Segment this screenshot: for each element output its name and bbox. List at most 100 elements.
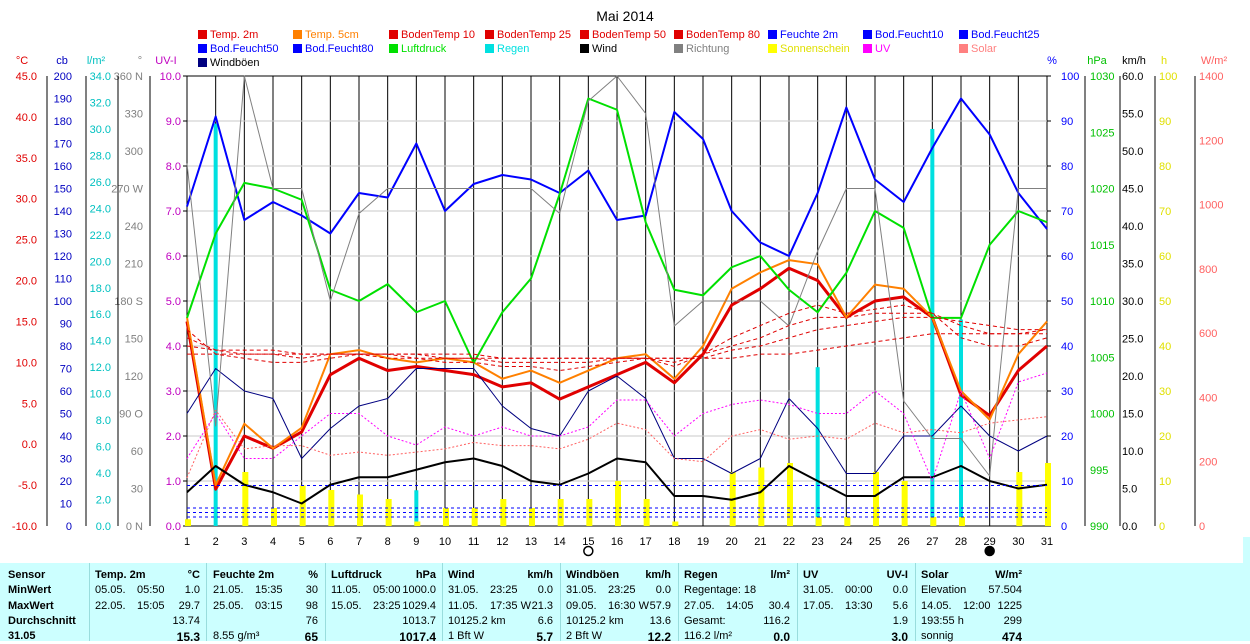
stats-col-wind: Wind km/h 31.05. 23:25 0.0 11.05. 17:35 W 21.3 1… (448, 563, 553, 644)
axis-tick-uv: 3.0 (166, 386, 181, 398)
stats-cell: 10125.2 km (566, 615, 624, 627)
day-label: 13 (525, 536, 537, 548)
day-label: 25 (869, 536, 881, 548)
legend-item: BodenTemp 50 (592, 29, 666, 41)
axis-tick-wind: 60.0 (1122, 71, 1143, 83)
axis-tick-rain: 34.0 (90, 71, 111, 83)
axis-tick-dir: 240 (125, 221, 143, 233)
axis-tick-rain: 14.0 (90, 336, 111, 348)
axis-tick-dir: 210 (125, 259, 143, 271)
axis-tick-temp: -5.0 (18, 480, 37, 492)
axis-tick-rain: 26.0 (90, 177, 111, 189)
rain-bar (959, 319, 963, 526)
weather-chart: Mai 2014 Temp. 2m Temp. 5cm BodenTemp 10 Bod… (12, 8, 1227, 557)
axis-tick-cb: 80 (60, 341, 72, 353)
stats-cell: 1000.0 (402, 584, 436, 596)
stats-cell: 1029.4 (402, 600, 436, 612)
stats-cell: 16:30 W (608, 600, 649, 612)
legend-item: BodenTemp 25 (497, 29, 571, 41)
axis-tick-cb: 50 (60, 409, 72, 421)
axis-tick-rain: 20.0 (90, 256, 111, 268)
legend-item: UV (875, 43, 891, 55)
stats-cell: 65 (304, 630, 318, 644)
series-line-bodentemp-80 (187, 333, 1047, 359)
axis-tick-solar: 1400 (1199, 71, 1223, 83)
series-line-solar (186, 409, 1048, 478)
stats-cell: 10125.2 km (448, 615, 506, 627)
axis-tick-sun: 80 (1159, 161, 1171, 173)
stats-cell: 13.74 (172, 615, 200, 627)
axis-tick-cb: 70 (60, 364, 72, 376)
axis-tick-dir: 360 N (114, 71, 143, 83)
axis-tick-sun: 20 (1159, 431, 1171, 443)
day-label: 24 (840, 536, 852, 548)
stats-cell: 25.05. (213, 600, 244, 612)
stats-cell: 13:30 (845, 600, 873, 612)
axis-tick-solar: 1200 (1199, 135, 1223, 147)
stats-cell: 13.6 (649, 615, 671, 627)
legend-swatch (198, 44, 207, 53)
axis-tick-press: 1010 (1090, 296, 1114, 308)
stats-cell: 1.9 (892, 615, 908, 627)
axis-tick-sun: 60 (1159, 251, 1171, 263)
stats-col-rain: Regen l/m² Regentage: 18 27.05. 14:05 30.4 Ges… (684, 563, 790, 644)
axis-unit-temp: °C (16, 55, 28, 67)
legend-item: Luftdruck (401, 43, 447, 55)
axis-tick-sun: 40 (1159, 341, 1171, 353)
axis-tick-cb: 20 (60, 476, 72, 488)
stats-cell: 6.6 (537, 615, 553, 627)
axis-tick-hum: 90 (1061, 116, 1073, 128)
rain-bar (815, 367, 820, 526)
axis-tick-temp: 20.0 (16, 276, 37, 288)
day-label: 3 (241, 536, 247, 548)
axis-tick-rain: 24.0 (90, 203, 111, 215)
stats-header: Wind (448, 569, 475, 581)
axis-tick-dir: 0 N (126, 521, 143, 533)
axis-tick-cb: 0 (66, 521, 72, 533)
stats-cell: Elevation (921, 584, 967, 596)
axis-tick-hum: 50 (1061, 296, 1073, 308)
legend-swatch (198, 30, 207, 39)
axis-tick-uv: 0.0 (166, 521, 181, 533)
day-label: 21 (754, 536, 766, 548)
stats-col-solar: Solar W/m² Elevation 57.504 14.05. 12:00 1225 1… (921, 563, 1022, 644)
stats-row-label: MinWert (8, 584, 52, 596)
stats-cell: 57.9 (649, 600, 671, 612)
axis-tick-wind: 35.0 (1122, 259, 1143, 271)
axis-unit-hum: % (1047, 55, 1057, 67)
axis-tick-press: 990 (1090, 521, 1108, 533)
chart-title: Mai 2014 (596, 8, 654, 24)
axis-tick-sun: 0 (1159, 521, 1165, 533)
stats-cell: 05.05. (95, 584, 126, 596)
stats-header: UV (803, 569, 819, 581)
stats-header: Temp. 2m (95, 569, 146, 581)
axis-tick-rain: 0.0 (96, 521, 111, 533)
sunshine-bar (1045, 463, 1051, 526)
legend-swatch (863, 44, 872, 53)
day-label: 14 (554, 536, 566, 548)
stats-divider (797, 563, 798, 641)
axis-tick-cb: 170 (54, 139, 72, 151)
axis-tick-rain: 10.0 (90, 389, 111, 401)
stats-cell: 299 (1003, 615, 1022, 627)
legend-item: Bod.Feucht25 (971, 29, 1040, 41)
sunshine-bar (500, 499, 507, 526)
sunshine-bar (357, 494, 363, 526)
axis-tick-cb: 130 (54, 229, 72, 241)
stats-cell: 57.504 (988, 584, 1022, 596)
day-label: 29 (984, 536, 996, 548)
stats-header: Luftdruck (331, 569, 382, 581)
legend-swatch (389, 30, 398, 39)
stats-cell: 00:00 (845, 584, 873, 596)
axis-tick-dir: 180 S (114, 296, 143, 308)
axis-unit-cb: cb (56, 55, 68, 67)
legend-swatch (674, 30, 683, 39)
axis-tick-press: 1030 (1090, 71, 1114, 83)
axis-tick-temp: 25.0 (16, 235, 37, 247)
axis-tick-solar: 800 (1199, 264, 1217, 276)
axis-tick-press: 1000 (1090, 409, 1114, 421)
legend-swatch (580, 30, 589, 39)
day-label: 26 (898, 536, 910, 548)
sunshine-bar (787, 463, 793, 526)
